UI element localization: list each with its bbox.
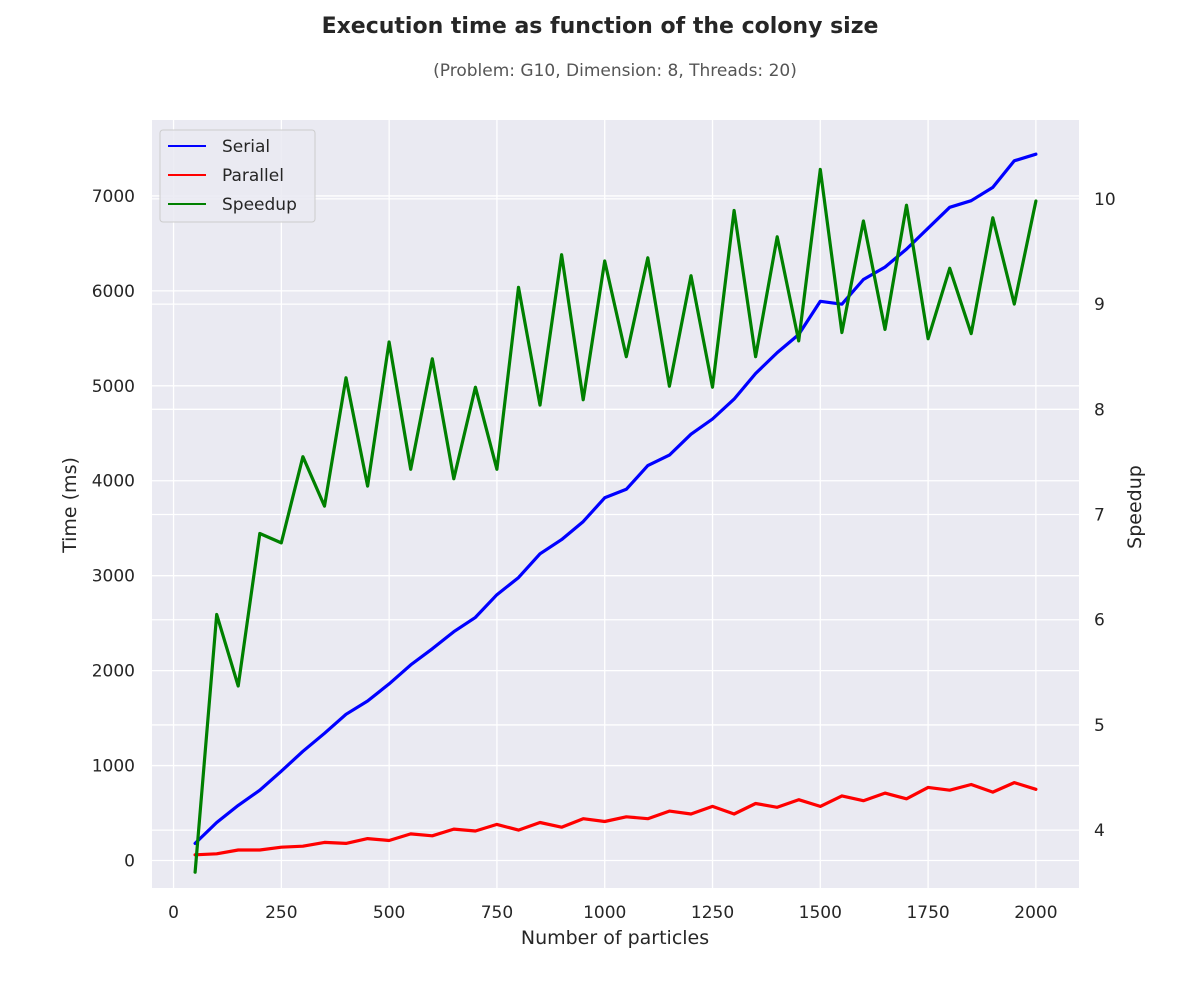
y-tick-label: 6000 <box>92 282 135 302</box>
y2-tick-label: 10 <box>1094 190 1116 210</box>
y-axis-label: Time (ms) <box>59 457 81 554</box>
x-tick-label: 1500 <box>799 903 842 923</box>
legend: Serial Parallel Speedup <box>159 129 316 223</box>
legend-box <box>159 129 316 223</box>
y2-axis-label: Speedup <box>1124 465 1146 549</box>
x-tick-label: 500 <box>373 903 405 923</box>
y-tick-label: 1000 <box>92 757 135 777</box>
y2-tick-label: 7 <box>1094 506 1105 526</box>
y2-tick-label: 8 <box>1094 400 1105 420</box>
plot-area <box>152 120 1079 888</box>
y-tick-label: 0 <box>124 851 135 871</box>
y-tick-label: 7000 <box>92 187 135 207</box>
legend-label-serial: Serial <box>222 137 270 157</box>
y2-tick-label: 6 <box>1094 611 1105 631</box>
chart-title: Execution time as function of the colony… <box>321 14 879 39</box>
y-tick-label: 2000 <box>92 662 135 682</box>
y-tick-label: 3000 <box>92 567 135 587</box>
y2-tick-label: 4 <box>1094 821 1105 841</box>
y-tick-label: 4000 <box>92 472 135 492</box>
x-tick-label: 1250 <box>691 903 734 923</box>
series-line-speedup <box>193 167 1038 874</box>
x-tick-label: 0 <box>168 903 179 923</box>
legend-label-parallel: Parallel <box>222 166 284 186</box>
legend-label-speedup: Speedup <box>222 195 297 215</box>
y-tick-label: 5000 <box>92 377 135 397</box>
y-tick-labels: 0 1000 2000 3000 4000 5000 6000 7000 <box>92 187 135 872</box>
y2-tick-label: 9 <box>1094 295 1105 315</box>
x-gridlines <box>172 120 1037 888</box>
left-gridlines <box>152 195 1079 862</box>
y2-tick-label: 5 <box>1094 716 1105 736</box>
y2-tick-labels: 4 5 6 7 8 9 10 <box>1094 190 1116 841</box>
chart-subtitle: (Problem: G10, Dimension: 8, Threads: 20… <box>433 61 797 81</box>
x-tick-label: 2000 <box>1014 903 1057 923</box>
x-axis-label: Number of particles <box>521 927 709 949</box>
x-tick-labels: 0 250 500 750 1000 1250 1500 1750 2000 <box>168 903 1057 923</box>
x-tick-label: 1000 <box>583 903 626 923</box>
x-tick-label: 250 <box>265 903 297 923</box>
series-lines <box>193 152 1038 874</box>
x-tick-label: 1750 <box>906 903 949 923</box>
x-tick-label: 750 <box>481 903 513 923</box>
series-line-parallel <box>193 780 1038 857</box>
